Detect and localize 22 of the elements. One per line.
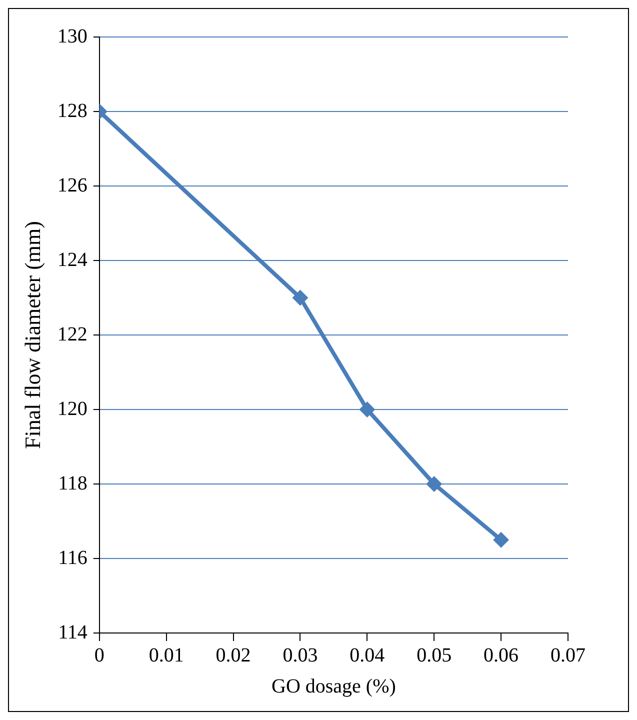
y-tick-label: 122 (57, 323, 88, 346)
point (493, 532, 510, 548)
y-tick-label: 130 (57, 25, 88, 48)
y-tick-label: 118 (58, 472, 88, 494)
y-axis-title: Final flow diameter (mm) (20, 221, 45, 449)
x-tick-label: 0.01 (148, 644, 184, 666)
x-tick-label: 0.07 (550, 644, 586, 666)
y-tick-label: 124 (57, 248, 88, 271)
y-tick-label: 128 (57, 100, 88, 122)
point (359, 402, 376, 418)
x-tick-label: 0 (94, 644, 104, 666)
y-tick-label: 126 (57, 174, 88, 196)
x-tick-label: 0.02 (216, 644, 251, 666)
x-tick-label: 0.05 (416, 644, 452, 666)
x-tick-label: 0.04 (350, 644, 385, 666)
x-axis-title: GO dosage (%) (271, 675, 396, 698)
point (426, 476, 442, 492)
y-tick-label: 116 (58, 546, 88, 569)
y-tick-label: 120 (57, 398, 88, 420)
x-tick-label: 0.03 (282, 644, 318, 666)
y-tick-label: 114 (58, 621, 88, 644)
x-tick-label: 0.06 (484, 644, 519, 666)
